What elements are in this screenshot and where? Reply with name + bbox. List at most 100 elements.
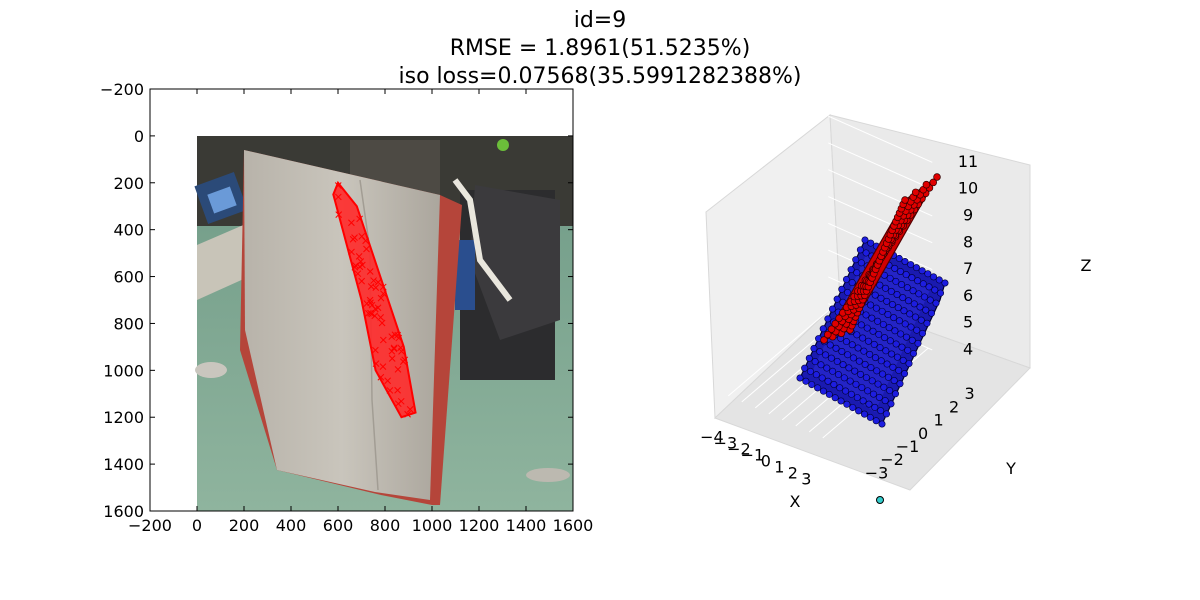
blue-point [853,331,861,339]
blue-point [901,257,909,265]
overlay-x-marker [397,344,404,352]
blue-point [874,317,882,325]
blue-point [902,333,910,341]
z-axis-label: Z [1081,256,1092,275]
blue-point [886,387,894,395]
red-points [820,173,941,344]
blue-point [864,337,872,345]
blue-point [927,309,935,317]
blue-point [867,301,875,309]
blue-point [886,337,894,345]
blue-point [918,329,926,337]
overlay-x-marker [352,262,359,269]
blue-point [853,269,861,277]
blue-point [922,306,930,314]
blue-point [892,340,900,348]
blue-point [842,275,850,283]
y-tick-label: 1000 [103,361,144,380]
blue-point [900,307,908,315]
blue-point [817,361,825,369]
z-tick-label: 9 [963,205,973,224]
blue-point [907,323,915,331]
blue-point [914,339,922,347]
blue-point [871,403,879,411]
blue-point [848,279,856,287]
blue-point [893,291,901,299]
blue-point [879,370,887,378]
blue-point [910,300,918,308]
blue-point [818,374,826,382]
blue-point [941,279,949,287]
overlay-x-marker [367,309,374,317]
blue-point [881,334,889,342]
blue-point [896,267,904,275]
y-tick-label: −2 [880,450,904,469]
overlay-x-marker [394,331,402,339]
blue-point [884,310,892,318]
blue-point [865,400,873,408]
blue-point [890,314,898,322]
blue-point [842,338,850,346]
blue-point [827,354,835,362]
blue-point [913,326,921,334]
blue-point [876,281,884,289]
blue-point [812,371,820,379]
z-tick-label: 11 [958,152,978,171]
overlay-x-marker [348,219,355,227]
grid-line [828,115,933,163]
blue-point [898,343,906,351]
blue-point [883,360,891,368]
blue-point [912,264,920,272]
red-point [827,325,836,333]
blue-point [843,400,851,408]
blue-point [834,371,842,379]
red-point [922,180,931,189]
blue-point [894,304,902,312]
blue-point [905,297,913,305]
blue-point [864,387,872,395]
blue-point [851,367,859,375]
y-tick-label: 1400 [103,455,144,474]
blue-point [830,380,838,388]
blue-point [918,267,926,275]
blue-point [906,310,914,318]
blue-point [828,305,836,313]
blue-point [848,341,856,349]
overlay-x-marker [374,278,382,286]
overlay-x-marker [357,258,365,265]
blue-point [923,319,931,327]
y-tick-label: −200 [100,80,144,99]
blue-point [861,236,869,244]
overlay-x-marker [390,344,398,352]
blue-point [853,394,861,402]
blue-point [931,286,939,294]
blue-point [901,320,909,328]
blue-point [898,281,906,289]
blue-point [888,300,896,308]
blue-point [862,249,870,257]
blue-point [844,351,852,359]
x-tick-label: 800 [370,516,401,535]
x-tick-label: 200 [229,516,260,535]
blue-point [857,259,865,267]
blue-point [806,367,814,375]
y-axis-label: Y [1005,459,1016,478]
blue-point [915,290,923,298]
overlay-x-marker [380,290,387,298]
x-tick-label: 0 [192,516,202,535]
z-tick-label: 7 [963,259,973,278]
blue-point [810,344,818,352]
blue-point [823,364,831,372]
blue-point [875,330,883,338]
y-tick-label: 0 [918,424,928,443]
blue-point [917,316,925,324]
blue-point [866,413,874,421]
y-tick-label: 1200 [103,408,144,427]
figure-title-line-2: RMSE = 1.8961(51.5235%) [449,36,751,61]
z-tick-label: 8 [963,232,973,251]
overlay-x-marker [377,373,385,381]
blue-point [854,344,862,352]
